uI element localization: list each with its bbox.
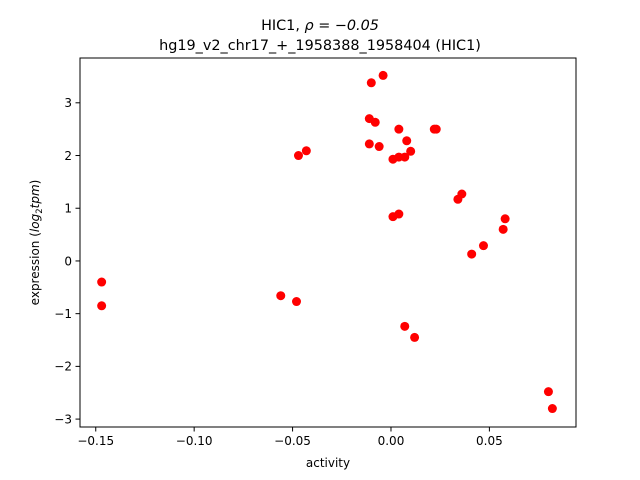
x-tick-label: −0.15: [77, 434, 114, 448]
data-point: [467, 249, 477, 259]
y-tick-label: −1: [54, 307, 72, 321]
plot-area: [97, 70, 557, 414]
y-axis-ticks: −3 −2 −1 0 1 2 3: [54, 96, 80, 426]
data-point: [366, 78, 376, 88]
data-point: [543, 387, 553, 397]
data-point: [400, 152, 410, 162]
data-point: [400, 321, 410, 331]
y-tick-label: −2: [54, 360, 72, 374]
data-point: [478, 241, 488, 251]
chart-title-line2: hg19_v2_chr17_+_1958388_1958404 (HIC1): [159, 38, 481, 54]
y-tick-label: 3: [64, 96, 72, 110]
y-tick-label: 0: [64, 254, 72, 268]
data-point: [394, 209, 404, 219]
chart-title-line1: HIC1, ρ = −0.05: [261, 18, 379, 34]
data-point: [301, 146, 311, 156]
y-tick-label: −3: [54, 412, 72, 426]
data-point: [292, 297, 302, 307]
axes-frame: [79, 57, 577, 428]
x-tick-label: −0.05: [274, 434, 311, 448]
y-tick-label: 2: [64, 149, 72, 163]
data-point: [97, 277, 107, 287]
y-tick-label: 1: [64, 202, 72, 216]
x-tick-label: 0.05: [476, 434, 503, 448]
data-point: [457, 189, 467, 199]
x-tick-label: −0.10: [176, 434, 213, 448]
data-point: [378, 70, 388, 80]
x-axis-label: activity: [306, 456, 350, 470]
data-point: [374, 142, 384, 152]
data-point: [406, 146, 416, 156]
data-point: [293, 151, 303, 161]
data-point: [431, 124, 441, 134]
data-point: [370, 117, 380, 127]
data-point: [402, 136, 412, 146]
data-point: [276, 291, 286, 301]
data-point: [364, 139, 374, 149]
data-point: [394, 124, 404, 134]
x-axis-ticks: −0.15 −0.10 −0.05 0.00 0.05: [77, 427, 503, 448]
data-point: [547, 404, 557, 414]
data-point: [498, 224, 508, 234]
data-point: [97, 301, 107, 311]
data-point: [410, 332, 420, 342]
x-tick-label: 0.00: [378, 434, 405, 448]
y-axis-label: expression (log2tpm): [28, 180, 45, 306]
data-point: [500, 214, 510, 224]
